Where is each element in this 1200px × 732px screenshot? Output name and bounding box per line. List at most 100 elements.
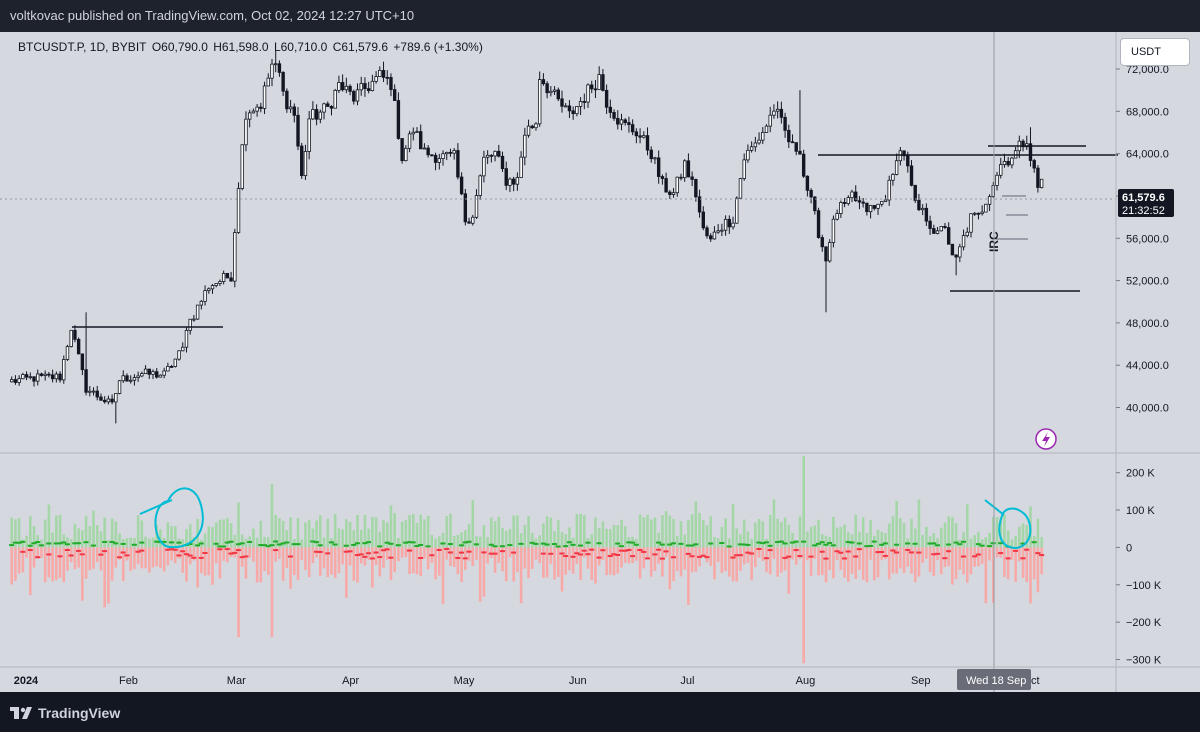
hist-bar-down (151, 547, 155, 568)
hist-bar-up (910, 518, 913, 548)
hist-bar-down (1021, 547, 1025, 578)
hist-bar-down (43, 547, 47, 583)
hist-bar-down (504, 547, 508, 582)
hist-bar-up (835, 527, 839, 548)
candle-up (140, 373, 144, 377)
hist-bar-down (969, 547, 973, 575)
hist-bar-up (411, 513, 415, 548)
hist-axis-label: −100 K (1126, 580, 1162, 592)
highlight-circle-sep[interactable] (998, 507, 1032, 550)
hist-bar-down (445, 547, 449, 560)
hist-bar-down (385, 547, 389, 560)
symbol-legend[interactable]: BTCUSDT.P, 1D, BYBIT O60,790.0 H61,598.0… (18, 40, 485, 54)
lightning-icon[interactable] (1035, 428, 1057, 450)
hist-bar-down (478, 547, 482, 602)
candle-up (653, 157, 657, 160)
candle-down (47, 373, 51, 376)
candle-up (244, 118, 248, 146)
hist-bar-up (716, 537, 720, 548)
hist-bar-down (266, 547, 270, 575)
candle-down (638, 135, 642, 138)
hist-bar-down (735, 547, 739, 582)
hist-bar-up (452, 535, 456, 548)
candle-up (262, 85, 267, 109)
candle-down (147, 368, 151, 375)
candle-down (259, 106, 263, 109)
candle-up (515, 177, 520, 185)
candle-up (549, 90, 553, 94)
hist-bar-down (657, 547, 660, 564)
candle-down (686, 160, 691, 178)
hist-bar-up (839, 526, 843, 548)
candle-up (65, 346, 70, 360)
hist-bar-down (1010, 547, 1014, 560)
hist-bar-up (348, 521, 352, 548)
chart-area[interactable]: IRC 72,000.068,000.064,000.060,000.056,0… (0, 32, 1200, 692)
candle-up (716, 230, 720, 233)
candle-up (88, 390, 92, 393)
chart-canvas[interactable]: IRC 72,000.068,000.064,000.060,000.056,0… (0, 32, 1200, 692)
hist-bar-down (55, 547, 58, 581)
hist-bar-up (371, 516, 374, 548)
hist-bar-down (627, 547, 631, 564)
hist-bar-down (218, 547, 222, 579)
hist-bar-up (683, 534, 686, 548)
hist-bar-up (47, 504, 51, 548)
highlight-stroke-feb[interactable] (139, 499, 173, 515)
candle-down (102, 399, 107, 403)
candle-up (374, 76, 378, 82)
candle-up (355, 89, 360, 102)
candle-up (128, 379, 133, 382)
candle-up (880, 201, 884, 205)
hist-bar-up (456, 534, 460, 548)
hist-bar-down (746, 547, 750, 563)
candle-down (612, 112, 616, 119)
hist-bar-down (887, 547, 891, 580)
hist-bar-down (910, 547, 913, 574)
candle-down (917, 199, 921, 211)
hist-bar-down (95, 547, 99, 563)
highlight-circle-feb[interactable] (154, 487, 204, 549)
candle-down (694, 179, 698, 198)
candle-up (835, 213, 839, 220)
candle-up (920, 207, 925, 211)
hist-bar-down (928, 547, 932, 572)
candle-down (727, 218, 732, 228)
candle-down (326, 103, 330, 107)
hist-bar-down (954, 547, 958, 580)
hist-bar-down (475, 547, 478, 560)
hist-bar-down (943, 547, 947, 567)
hist-bar-up (1003, 514, 1006, 548)
legend-open: O60,790.0 (151, 40, 208, 54)
candle-down (169, 366, 174, 368)
hist-bar-down (869, 547, 872, 560)
candle-up (21, 374, 25, 380)
hist-bar-up (657, 532, 660, 548)
hist-bar-down (675, 547, 679, 572)
hist-bar-down (854, 547, 858, 579)
candle-up (526, 125, 531, 136)
hist-bar-down (333, 547, 337, 578)
price-badge-countdown: 21:32:52 (1122, 205, 1165, 217)
hist-bar-down (623, 547, 627, 563)
candle-down (872, 205, 877, 209)
hist-bar-up (687, 519, 690, 548)
hist-bar-up (925, 526, 928, 548)
hist-bar-down (742, 547, 746, 565)
candle-up (850, 191, 854, 199)
hist-bar-up (791, 532, 794, 548)
currency-button[interactable]: USDT (1120, 38, 1190, 66)
candle-up (575, 106, 579, 115)
candle-down (300, 145, 304, 177)
hist-bar-up (304, 522, 307, 548)
time-axis-label: Jul (680, 675, 694, 687)
hist-bar-down (750, 547, 753, 581)
candle-up (370, 80, 375, 91)
hist-bar-down (66, 547, 69, 571)
candle-down (906, 155, 910, 167)
hist-bar-up (107, 539, 110, 548)
hist-bar-up (813, 525, 817, 548)
tradingview-logo[interactable]: TradingView (10, 705, 120, 721)
hist-bar-up (527, 516, 530, 548)
candle-up (1010, 157, 1014, 166)
